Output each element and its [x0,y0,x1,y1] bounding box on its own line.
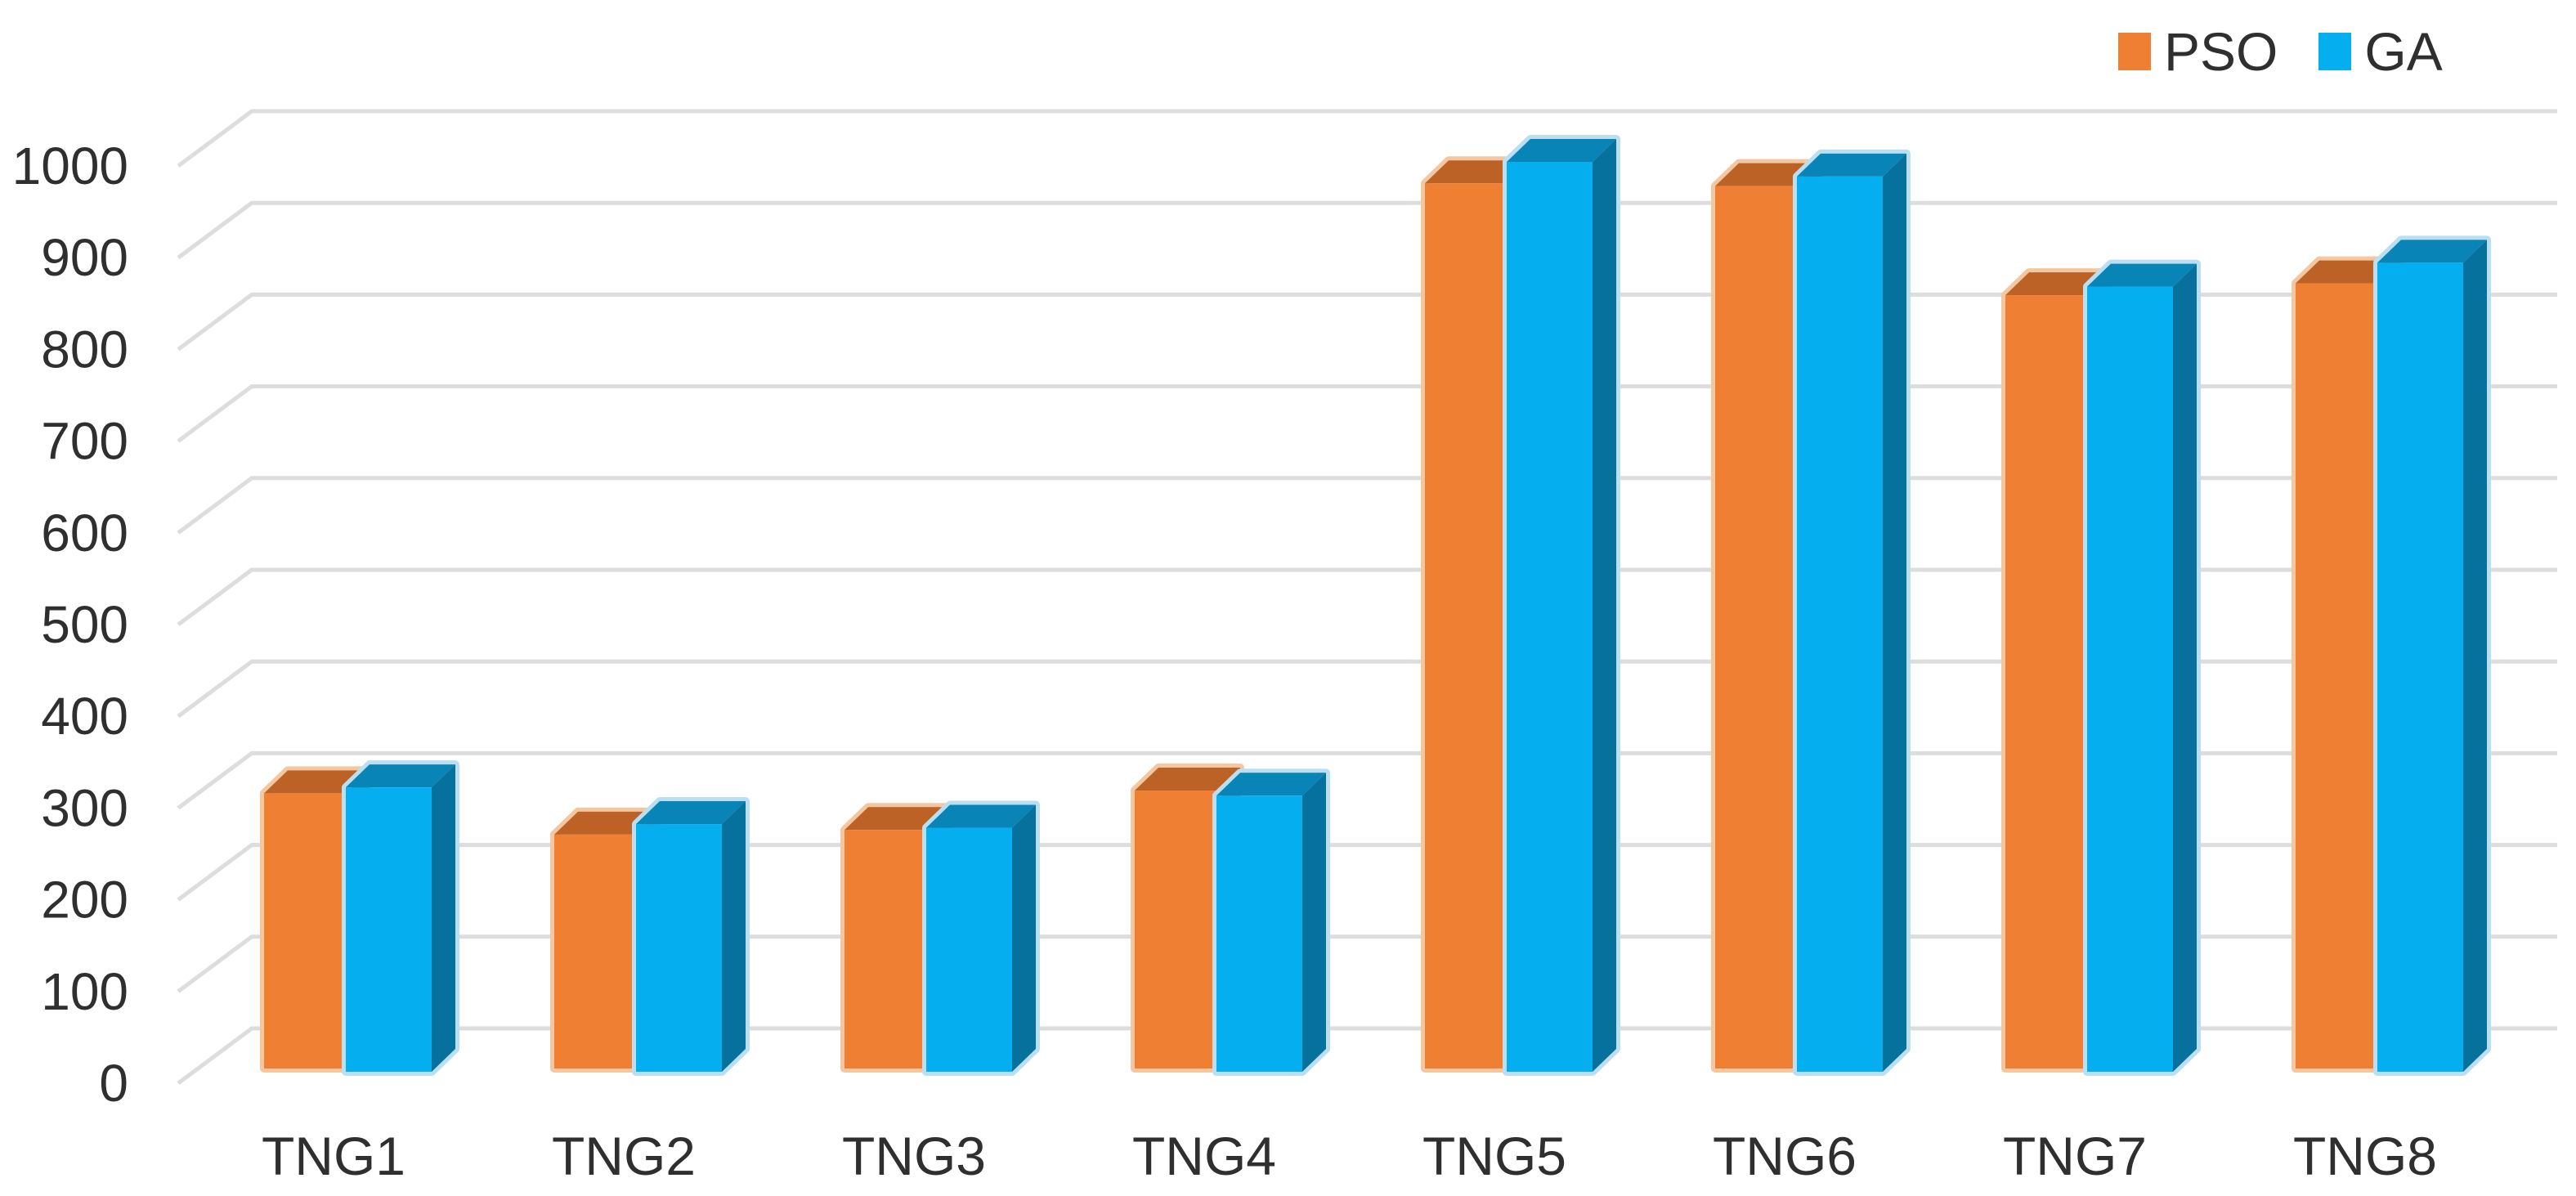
y-axis-tick-label: 900 [41,228,128,287]
gridline [177,200,2557,260]
bar-pso [844,830,926,1068]
bar-pso [1425,183,1507,1068]
bar-ga-side-face [722,801,746,1072]
bar-ga-side-face [2463,240,2487,1072]
bar-ga-top-face [1797,153,1906,177]
bar-pso [554,834,636,1068]
bar-ga-side-face [1883,153,1906,1073]
legend: PSO GA [2118,25,2443,78]
y-axis-tick-label: 100 [41,962,128,1021]
x-category-label: TNG8 [2293,1126,2437,1186]
bar-ga-top-face [1507,138,1616,162]
bar-ga-top-face [1216,773,1326,796]
bar-ga-side-face [1012,804,1036,1072]
y-axis-tick-label: 200 [41,871,128,929]
bar-pso [2005,295,2087,1068]
x-category-label: TNG2 [552,1126,696,1186]
bar-ga-side-face [432,764,455,1072]
bar-pso-top-face [1135,768,1240,791]
x-category-label: TNG3 [842,1126,986,1186]
y-axis-tick-label: 700 [41,412,128,471]
bar-ga [1216,795,1302,1072]
x-category-label: TNG5 [1422,1126,1566,1186]
bar-ga [1507,161,1593,1073]
bar-ga [1797,176,1883,1073]
bar-ga-top-face [2377,240,2487,263]
bar-ga-top-face [346,764,455,788]
legend-label-pso: PSO [2164,21,2278,82]
legend-item-ga: GA [2318,21,2443,82]
y-axis-tick-label: 600 [41,504,128,562]
x-category-label: TNG7 [2003,1126,2147,1186]
bar-ga [346,787,432,1072]
bar-pso [1135,791,1216,1068]
x-category-label: TNG1 [262,1126,405,1186]
bar-ga [2377,262,2463,1072]
y-axis-tick-label: 0 [99,1054,128,1113]
bar-ga [2087,286,2173,1072]
legend-swatch-ga-icon [2318,33,2352,70]
bar-pso [1715,186,1797,1069]
bar-pso [2296,283,2377,1068]
bar-ga [636,824,722,1072]
y-axis-tick-label: 800 [41,320,128,379]
bar-ga-top-face [2087,263,2197,287]
y-axis-tick-label: 400 [41,687,128,746]
y-axis-tick-label: 1000 [12,137,128,195]
bar-ga-top-face [926,804,1036,828]
y-axis-tick-label: 500 [41,595,128,654]
legend-swatch-pso-icon [2118,33,2151,70]
bar-pso [264,793,346,1068]
x-category-label: TNG6 [1713,1126,1857,1186]
bar-ga [926,827,1012,1072]
gridline [177,109,2557,168]
bar-pso-top-face [844,807,950,831]
legend-item-pso: PSO [2118,25,2278,78]
legend-label-ga: GA [2364,21,2443,82]
bar-ga-top-face [636,801,746,825]
bar-ga-side-face [1302,773,1326,1072]
y-axis-tick-label: 300 [41,778,128,837]
x-category-label: TNG4 [1132,1126,1276,1186]
bar-ga-side-face [2173,263,2197,1072]
bar-ga-side-face [1593,138,1616,1073]
